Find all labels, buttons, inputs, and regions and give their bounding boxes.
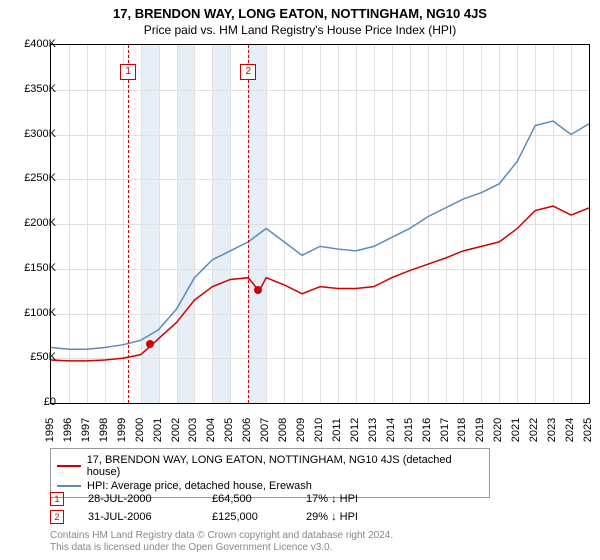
- x-axis-label: 2002: [170, 410, 182, 450]
- x-axis-label: 2000: [134, 410, 146, 450]
- y-axis-label: £300K: [8, 128, 56, 140]
- x-axis-label: 2021: [510, 410, 522, 450]
- x-axis-label: 2016: [421, 410, 433, 450]
- x-axis-label: 2014: [385, 410, 397, 450]
- attribution-line1: Contains HM Land Registry data © Crown c…: [50, 530, 393, 542]
- y-axis-label: £150K: [8, 262, 56, 274]
- transactions-table: 1 28-JUL-2000 £64,500 17% ↓ HPI 2 31-JUL-2006…: [50, 490, 396, 526]
- x-axis-label: 2007: [259, 410, 271, 450]
- x-axis-label: 2018: [456, 410, 468, 450]
- x-axis-label: 2006: [241, 410, 253, 450]
- marker-dot-2: [254, 286, 262, 294]
- x-axis-label: 1997: [80, 410, 92, 450]
- x-axis-label: 2001: [152, 410, 164, 450]
- x-axis-label: 2020: [492, 410, 504, 450]
- x-axis-label: 2025: [582, 410, 594, 450]
- y-axis-label: £0: [8, 396, 56, 408]
- transaction-date: 28-JUL-2000: [88, 493, 188, 505]
- x-axis-label: 1999: [116, 410, 128, 450]
- x-axis-label: 2019: [474, 410, 486, 450]
- y-axis-label: £50K: [8, 351, 56, 363]
- transaction-marker: 1: [50, 492, 64, 506]
- y-axis-label: £350K: [8, 83, 56, 95]
- x-axis-label: 2009: [295, 410, 307, 450]
- x-axis-label: 2011: [331, 410, 343, 450]
- transaction-marker: 2: [50, 510, 64, 524]
- marker-label-1: 1: [120, 64, 136, 80]
- y-axis-label: £100K: [8, 307, 56, 319]
- y-axis-label: £400K: [8, 38, 56, 50]
- x-axis-label: 1995: [44, 410, 56, 450]
- y-axis-label: £200K: [8, 217, 56, 229]
- legend-swatch: [57, 485, 81, 487]
- legend-item: 17, BRENDON WAY, LONG EATON, NOTTINGHAM,…: [57, 453, 483, 479]
- transaction-row: 2 31-JUL-2006 £125,000 29% ↓ HPI: [50, 508, 396, 526]
- x-axis-label: 2004: [205, 410, 217, 450]
- x-axis-label: 2015: [403, 410, 415, 450]
- transaction-price: £125,000: [212, 511, 282, 523]
- x-axis-label: 1996: [62, 410, 74, 450]
- x-axis-label: 2012: [349, 410, 361, 450]
- x-axis-label: 2008: [277, 410, 289, 450]
- x-axis-label: 2010: [313, 410, 325, 450]
- chart-lines: [51, 45, 589, 403]
- chart-plot-area: [50, 44, 590, 404]
- transaction-date: 31-JUL-2006: [88, 511, 188, 523]
- transaction-pct: 17% ↓ HPI: [306, 493, 396, 505]
- x-axis-label: 1998: [98, 410, 110, 450]
- transaction-row: 1 28-JUL-2000 £64,500 17% ↓ HPI: [50, 490, 396, 508]
- x-axis-label: 2022: [528, 410, 540, 450]
- attribution-text: Contains HM Land Registry data © Crown c…: [50, 530, 393, 554]
- chart-title: 17, BRENDON WAY, LONG EATON, NOTTINGHAM,…: [0, 0, 600, 21]
- chart-subtitle: Price paid vs. HM Land Registry's House …: [0, 21, 600, 37]
- legend-swatch: [57, 465, 81, 467]
- attribution-line2: This data is licensed under the Open Gov…: [50, 542, 393, 554]
- legend-text: 17, BRENDON WAY, LONG EATON, NOTTINGHAM,…: [87, 454, 483, 478]
- x-axis-label: 2005: [223, 410, 235, 450]
- marker-dot-1: [146, 340, 154, 348]
- x-axis-label: 2023: [546, 410, 558, 450]
- x-axis-label: 2024: [564, 410, 576, 450]
- x-axis-label: 2013: [367, 410, 379, 450]
- transaction-pct: 29% ↓ HPI: [306, 511, 396, 523]
- marker-label-2: 2: [240, 64, 256, 80]
- transaction-price: £64,500: [212, 493, 282, 505]
- y-axis-label: £250K: [8, 172, 56, 184]
- x-axis-label: 2003: [187, 410, 199, 450]
- x-axis-label: 2017: [439, 410, 451, 450]
